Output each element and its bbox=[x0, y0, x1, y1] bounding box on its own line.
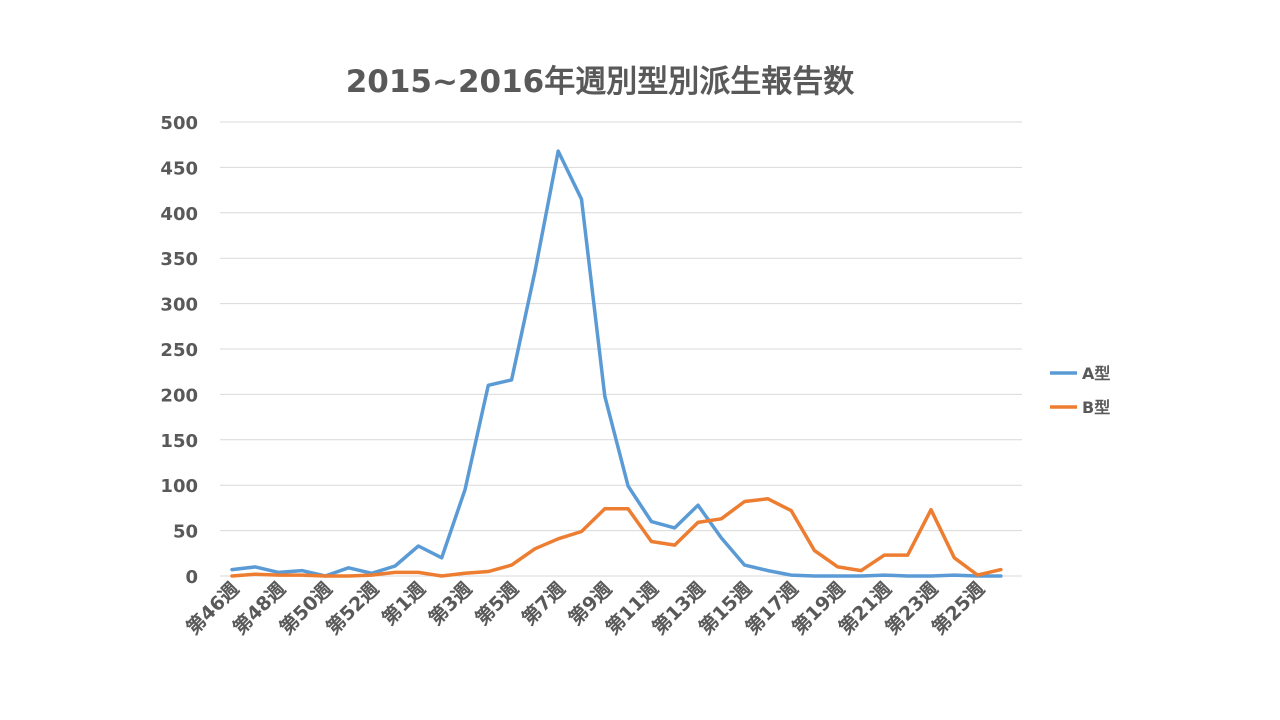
x-tick-label: 第52週 bbox=[321, 577, 383, 639]
y-tick-label: 200 bbox=[160, 385, 198, 406]
y-tick-label: 400 bbox=[160, 204, 198, 225]
legend-label: A型 bbox=[1082, 364, 1110, 383]
y-tick-label: 450 bbox=[160, 158, 198, 179]
y-tick-label: 300 bbox=[160, 295, 198, 316]
x-tick-label: 第7週 bbox=[517, 577, 569, 629]
y-tick-label: 500 bbox=[160, 113, 198, 134]
series-line-b bbox=[230, 497, 1003, 578]
y-tick-label: 100 bbox=[160, 476, 198, 497]
x-tick-label: 第3週 bbox=[424, 577, 476, 629]
x-tick-label: 第5週 bbox=[471, 577, 523, 629]
x-tick-label: 第25週 bbox=[927, 577, 989, 639]
chart-title: 2015~2016年週別型別派生報告数 bbox=[345, 64, 855, 100]
series-lines bbox=[230, 149, 1003, 578]
legend-label: B型 bbox=[1082, 398, 1110, 417]
x-axis-ticks: 第46週第48週第50週第52週第1週第3週第5週第7週第9週第11週第13週第… bbox=[182, 577, 989, 639]
y-tick-label: 50 bbox=[173, 522, 198, 543]
series-line-a bbox=[230, 149, 1003, 578]
x-tick-label: 第1週 bbox=[377, 577, 429, 629]
y-axis-ticks: 0 50 100 150 200 250 300 350 400 450 500 bbox=[160, 113, 198, 588]
gridlines bbox=[220, 121, 1022, 577]
y-tick-label: 350 bbox=[160, 249, 198, 270]
legend: A型 B型 bbox=[1050, 364, 1110, 417]
y-tick-label: 0 bbox=[185, 567, 198, 588]
y-tick-label: 250 bbox=[160, 340, 198, 361]
y-tick-label: 150 bbox=[160, 431, 198, 452]
